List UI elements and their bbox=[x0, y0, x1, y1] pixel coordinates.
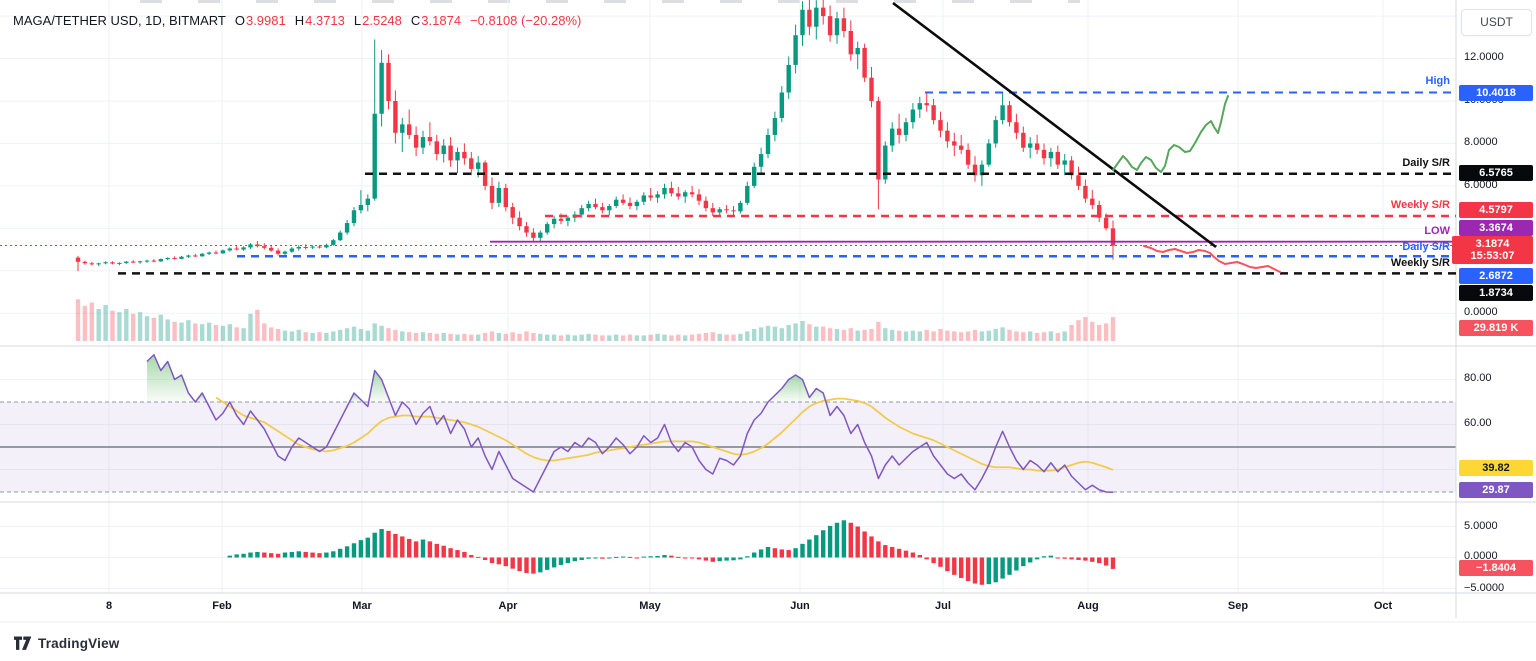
bullish-projection-line bbox=[1112, 95, 1229, 173]
time-axis-label: Jun bbox=[790, 600, 810, 612]
tradingview-logo-icon bbox=[14, 636, 32, 650]
level-label-High: High bbox=[1425, 75, 1450, 87]
time-axis-label: Apr bbox=[498, 600, 518, 612]
price-axis-tick: 0.0000 bbox=[1464, 550, 1498, 562]
time-axis-label: Aug bbox=[1077, 600, 1099, 612]
rsi-line bbox=[146, 354, 1114, 494]
bearish-projection-line bbox=[1143, 245, 1281, 273]
volume-bars bbox=[75, 299, 1116, 341]
legend-value: 3.9981 bbox=[245, 13, 286, 28]
price-axis-tick: 0.0000 bbox=[1464, 306, 1498, 318]
time-axis-label: Jul bbox=[935, 600, 951, 612]
time-axis-label: May bbox=[639, 600, 661, 612]
price-axis-tick: 60.00 bbox=[1464, 417, 1492, 429]
tradingview-logo-text: TradingView bbox=[38, 636, 120, 651]
rsi-pane bbox=[0, 354, 1456, 494]
time-axis-label: 8 bbox=[105, 600, 113, 612]
descending-trendline bbox=[892, 1, 1217, 249]
price-axis-badge: 29.87 bbox=[1459, 482, 1533, 498]
macd-pane bbox=[227, 520, 1116, 585]
currency-toggle-button[interactable]: USDT bbox=[1461, 9, 1532, 36]
legend-value: 3.1874 bbox=[421, 13, 462, 28]
price-axis-tick: 8.0000 bbox=[1464, 136, 1498, 148]
level-label-Daily S/R upper: Daily S/R bbox=[1402, 157, 1450, 169]
legend-value: 4.3713 bbox=[305, 13, 345, 28]
price-axis-badge: 29.819 K bbox=[1459, 320, 1533, 336]
price-axis-tick: 5.0000 bbox=[1464, 520, 1498, 532]
price-axis-tick: 80.00 bbox=[1464, 372, 1492, 384]
time-axis-label: Feb bbox=[212, 600, 232, 612]
drawings[interactable] bbox=[892, 1, 1281, 273]
tradingview-logo[interactable]: TradingView bbox=[14, 636, 119, 651]
gridlines bbox=[0, 0, 1456, 593]
level-label-LOW: LOW bbox=[1424, 225, 1450, 237]
price-axis-badge: 3.3674 bbox=[1459, 220, 1533, 236]
time-axis-label: Sep bbox=[1227, 600, 1249, 612]
legend-label: H bbox=[294, 13, 305, 28]
pane-separators[interactable] bbox=[0, 0, 1536, 623]
price-axis[interactable]: 12.000010.00008.00006.00000.000080.0060.… bbox=[1452, 0, 1536, 618]
level-label-Weekly S/R lower: Weekly S/R bbox=[1390, 257, 1450, 269]
time-axis-label: Oct bbox=[1373, 600, 1393, 612]
ohlc-readout: O3.9981 H4.3713 L2.5248 C3.1874 −0.8108 (−20… bbox=[226, 13, 582, 28]
price-axis-badge: 3.1874 15:53:07 bbox=[1452, 236, 1533, 264]
candlesticks bbox=[75, 0, 1116, 272]
countdown-timer: 15:53:07 bbox=[1470, 250, 1515, 262]
price-axis-tick: −5.0000 bbox=[1464, 582, 1505, 594]
price-axis-badge: 4.5797 bbox=[1459, 202, 1533, 218]
chart-legend: MAGA/TETHER USD, 1D, BITMART O3.9981 H4.37… bbox=[13, 13, 581, 28]
price-axis-badge: −1.8404 bbox=[1459, 560, 1533, 576]
time-axis-label: Mar bbox=[352, 600, 372, 612]
price-axis-tick: 12.0000 bbox=[1464, 51, 1504, 63]
legend-label: O bbox=[234, 13, 245, 28]
price-axis-tick: 6.0000 bbox=[1464, 179, 1498, 191]
price-axis-badge: 10.4018 bbox=[1459, 85, 1533, 101]
price-axis-badge: 2.6872 bbox=[1459, 268, 1533, 284]
legend-value: 2.5248 bbox=[362, 13, 402, 28]
price-axis-badge: 39.82 bbox=[1459, 460, 1533, 476]
symbol-title[interactable]: MAGA/TETHER USD, 1D, BITMART bbox=[13, 13, 226, 28]
level-label-Weekly S/R upper: Weekly S/R bbox=[1390, 199, 1450, 211]
legend-label: C bbox=[410, 13, 421, 28]
cropped-toolbar-strip bbox=[140, 0, 1080, 3]
legend-value: −0.8108 (−20.28%) bbox=[470, 13, 582, 28]
price-axis-badge: 1.8734 bbox=[1459, 285, 1533, 301]
price-axis-badge: 6.5765 bbox=[1459, 165, 1533, 181]
legend-label: L bbox=[353, 13, 362, 28]
level-label-Daily S/R lower: Daily S/R bbox=[1402, 241, 1450, 253]
time-axis[interactable]: 8 Feb Mar Apr May Jun Jul Aug Sep Oct bbox=[0, 593, 1536, 618]
rsi-ma-line bbox=[215, 396, 1114, 472]
